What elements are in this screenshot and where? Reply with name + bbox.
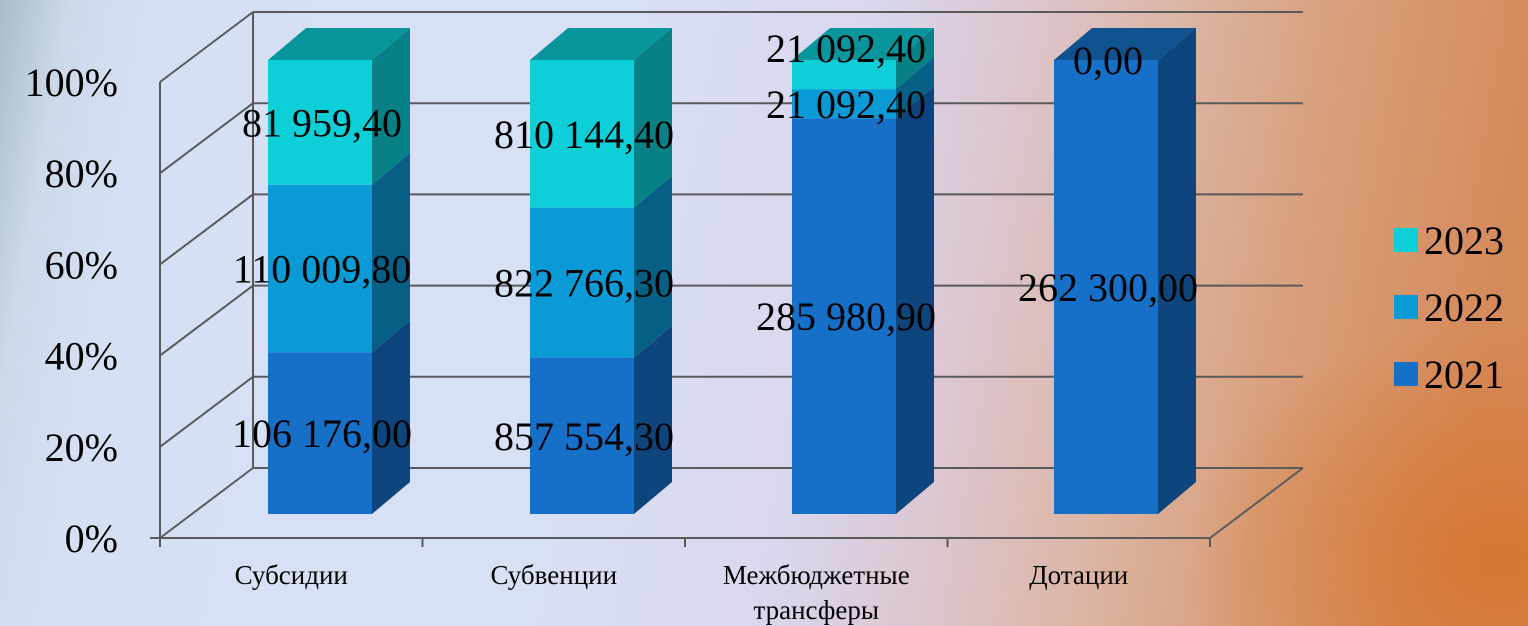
legend-label: 2023 [1424, 218, 1504, 263]
legend-swatch [1394, 228, 1418, 252]
gridline-connector [160, 12, 253, 82]
y-tick-label: 0% [65, 516, 118, 561]
gridline-connector [160, 103, 253, 173]
floor-right-edge [1210, 468, 1303, 538]
chart-legend: 2023 2022 2021 [1394, 218, 1504, 397]
data-label: 110 009,80 [233, 247, 412, 292]
data-label: 106 176,00 [232, 411, 412, 456]
y-tick-label: 20% [45, 425, 118, 470]
x-tick-label: трансферы [754, 595, 880, 625]
data-label: 810 144,40 [494, 112, 674, 157]
data-label: 285 980,90 [756, 294, 936, 339]
data-label: 262 300,00 [1018, 265, 1198, 310]
x-tick-label: Межбюджетные [723, 560, 910, 590]
y-tick-label: 100% [25, 60, 118, 105]
y-tick-label: 60% [45, 242, 118, 287]
legend-label: 2022 [1424, 285, 1504, 330]
x-tick-label: Дотации [1029, 560, 1128, 590]
gridline-connector [160, 468, 253, 538]
gridline-connector [160, 286, 253, 356]
x-tick-label: Субвенции [490, 560, 617, 590]
data-label: 857 554,30 [494, 414, 674, 459]
data-label: 0,00 [1073, 38, 1143, 83]
data-label: 81 959,40 [242, 100, 402, 145]
y-tick-label: 80% [45, 151, 118, 196]
x-tick-label: Субсидии [235, 560, 348, 590]
legend-swatch [1394, 362, 1418, 386]
data-label: 822 766,30 [494, 261, 674, 306]
y-tick-label: 40% [45, 334, 118, 379]
data-label: 21 092,40 [766, 82, 926, 127]
legend-swatch [1394, 295, 1418, 319]
legend-label: 2021 [1424, 352, 1504, 397]
data-label: 21 092,40 [766, 26, 926, 71]
